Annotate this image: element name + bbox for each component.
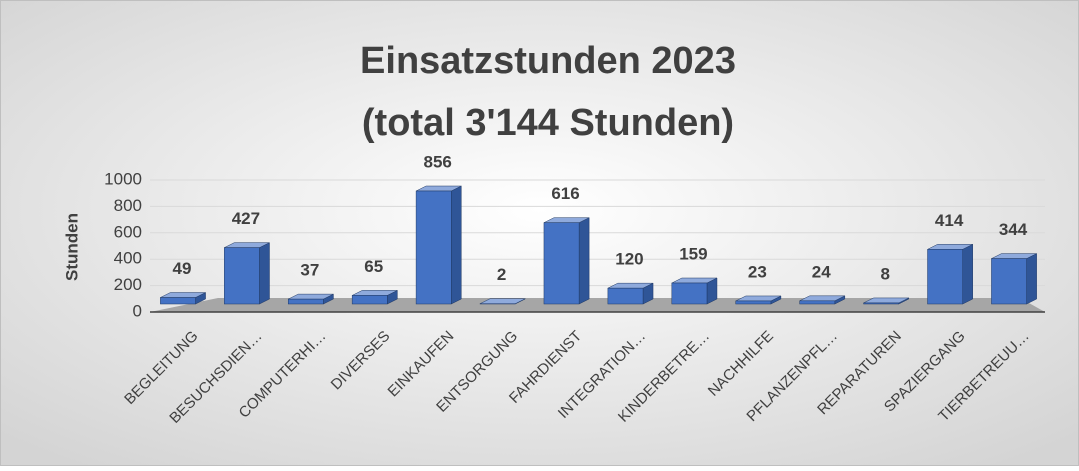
value-label: 120 xyxy=(615,250,643,269)
value-label: 49 xyxy=(173,259,192,278)
value-label: 344 xyxy=(999,220,1028,239)
bar-side xyxy=(1027,254,1037,304)
y-tick-label: 400 xyxy=(114,249,142,268)
bar-front xyxy=(352,295,387,304)
bar-front xyxy=(416,191,451,304)
bar-front xyxy=(864,303,899,304)
value-label: 427 xyxy=(232,209,260,228)
bar-front xyxy=(608,288,643,304)
value-label: 23 xyxy=(748,262,767,281)
value-label: 856 xyxy=(423,152,451,171)
chart-title: Einsatzstunden 2023 xyxy=(360,40,736,82)
bar-front xyxy=(991,259,1026,304)
floor xyxy=(150,298,1045,312)
bar-front xyxy=(288,299,323,304)
bar xyxy=(224,243,269,304)
bar xyxy=(608,283,653,304)
value-label: 414 xyxy=(935,211,964,230)
y-tick-label: 200 xyxy=(114,275,142,294)
y-tick-label: 0 xyxy=(133,301,142,320)
bar-front xyxy=(800,301,835,304)
value-label: 2 xyxy=(497,265,506,284)
bar xyxy=(416,186,461,304)
bar-front xyxy=(224,248,259,304)
bar xyxy=(544,218,589,304)
bar xyxy=(288,294,333,304)
bar-side xyxy=(259,243,269,304)
y-tick-label: 1000 xyxy=(104,169,142,188)
bar-side xyxy=(963,244,973,304)
chart-subtitle: (total 3'144 Stunden) xyxy=(362,102,734,144)
bar xyxy=(928,244,973,304)
value-label: 159 xyxy=(679,244,707,263)
bar-side xyxy=(451,186,461,304)
bar-front xyxy=(736,301,771,304)
y-tick-label: 800 xyxy=(114,196,142,215)
y-tick-label: 600 xyxy=(114,222,142,241)
value-label: 8 xyxy=(880,264,889,283)
value-label: 616 xyxy=(551,184,579,203)
bar-side xyxy=(579,218,589,304)
bar-front xyxy=(160,298,195,304)
bar-front xyxy=(544,223,579,304)
bar xyxy=(160,293,205,304)
bar-front xyxy=(672,283,707,304)
bar xyxy=(672,278,717,304)
y-axis-label: Stunden xyxy=(62,213,81,281)
bar xyxy=(352,290,397,304)
bar xyxy=(991,254,1036,304)
value-label: 24 xyxy=(812,262,831,281)
bar-front xyxy=(928,249,963,304)
value-label: 37 xyxy=(300,261,319,280)
value-label: 65 xyxy=(364,257,383,276)
